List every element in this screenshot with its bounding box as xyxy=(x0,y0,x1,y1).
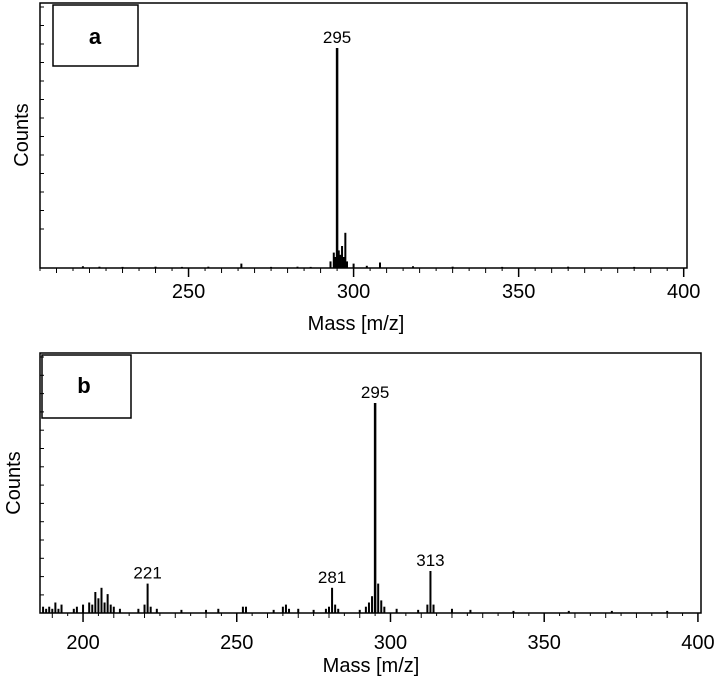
panel-label-b: b xyxy=(77,373,90,398)
peak-label: 281 xyxy=(318,568,346,587)
x-tick-label: 350 xyxy=(502,281,535,303)
x-tick-label: 250 xyxy=(172,281,205,303)
peak-label: 313 xyxy=(416,551,444,570)
x-ticks-b: 200 250 300 350 400 xyxy=(51,613,714,654)
peak-label: 295 xyxy=(361,383,389,402)
plot-frame-b xyxy=(39,352,702,614)
peaks-b xyxy=(42,403,669,613)
y-minor-ticks-a xyxy=(40,6,44,230)
peak-labels-a: 295 xyxy=(323,28,351,47)
panel-label-box-b xyxy=(41,354,132,419)
x-tick-label: 250 xyxy=(220,632,253,654)
panel-label-box-a xyxy=(52,4,139,67)
peak-label: 221 xyxy=(133,564,161,583)
x-tick-label: 300 xyxy=(337,281,370,303)
x-tick-label: 350 xyxy=(528,632,561,654)
y-minor-ticks-b xyxy=(40,356,44,596)
x-tick-label: 300 xyxy=(374,632,407,654)
x-tick-label: 400 xyxy=(667,281,700,303)
y-axis-label-a: Counts xyxy=(11,103,33,166)
plot-frame-a xyxy=(39,2,688,269)
x-axis-label-a: Mass [m/z] xyxy=(308,313,405,335)
y-axis-label-b: Counts xyxy=(3,451,25,514)
x-tick-label: 200 xyxy=(66,632,99,654)
peak-labels-b: 221 281 295 313 xyxy=(133,383,444,587)
x-tick-label: 400 xyxy=(681,632,714,654)
x-axis-label-b: Mass [m/z] xyxy=(323,655,420,677)
spectrum-panel-a: a Counts Mass [m/z] 250 300 350 400 295 xyxy=(11,2,700,335)
peak-label: 295 xyxy=(323,28,351,47)
panel-label-a: a xyxy=(89,24,102,49)
peaks-a xyxy=(81,48,636,268)
x-ticks-a: 250 300 350 400 xyxy=(39,268,700,303)
spectrum-panel-b: b Counts Mass [m/z] 200 250 300 350 400 221 2… xyxy=(3,352,714,677)
